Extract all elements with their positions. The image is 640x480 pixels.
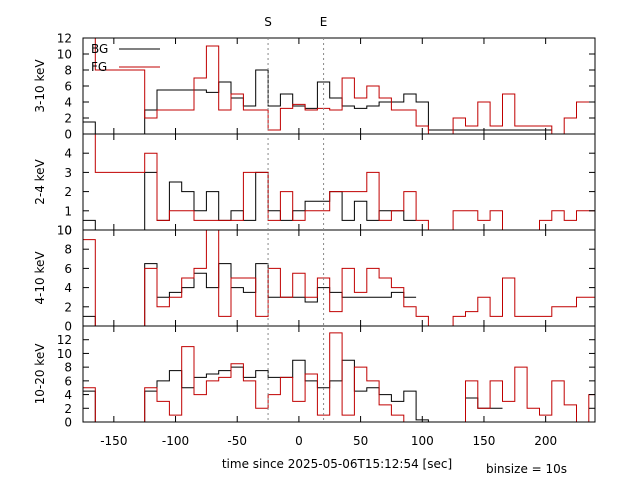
x-tick-label: 200 [534,434,557,448]
y-tick-label: 1 [64,204,72,218]
markers-group: -150 -100 -50 0 50 100 150 200 S E BG FG [91,15,557,448]
y-tick-label: 8 [64,243,72,257]
y-tick-label: 2 [64,300,72,314]
y-tick-label: 0 [64,320,72,334]
x-tick-label: 0 [295,434,303,448]
x-tick-label: -100 [162,434,189,448]
y-axis-label-panel-1: 3-10 keV [33,59,47,113]
y-tick-label: 8 [64,64,72,78]
y-tick-label: 10 [57,48,72,62]
y-tick-label: 12 [57,333,72,347]
x-tick-label: 100 [411,434,434,448]
y-tick-label: 10 [57,224,72,238]
y-tick-label: 0 [64,224,72,238]
y-tick-label: 6 [64,374,72,388]
y-tick-label: 4 [64,388,72,402]
y-tick-label: 0 [64,128,72,142]
y-tick-label: 2 [64,402,72,416]
series-fg-panel-3 [83,230,595,326]
y-tick-label: 6 [64,262,72,276]
y-tick-label: 12 [57,32,72,46]
y-tick-label: 6 [64,80,72,94]
series-fg-panel-2 [83,134,595,230]
marker-label-s: S [264,15,272,29]
marker-label-e: E [320,15,328,29]
y-tick-label: 2 [64,185,72,199]
binsize-label: binsize = 10s [486,462,567,476]
x-axis-label: time since 2025-05-06T15:12:54 [sec] [222,457,452,471]
y-tick-label: 10 [57,347,72,361]
y-tick-label: 4 [64,281,72,295]
y-tick-label: 4 [64,147,72,161]
y-tick-label: 4 [64,96,72,110]
y-tick-label: 0 [64,416,72,430]
x-tick-label: -150 [100,434,127,448]
y-axis-label-panel-3: 4-10 keV [33,251,47,305]
y-axis-label-panel-2: 2-4 keV [33,158,47,204]
x-tick-label: -50 [227,434,247,448]
y-axis-label-panel-4: 10-20 keV [33,343,47,405]
series-bg-panel-1 [83,69,552,134]
panel-frame [82,325,596,423]
series-fg-panel-1 [83,38,595,134]
x-tick-label: 150 [473,434,496,448]
y-tick-label: 2 [64,112,72,126]
y-tick-label: 8 [64,361,72,375]
x-tick-label: 50 [353,434,368,448]
legend-label-bg: BG [91,42,108,56]
y-tick-label: 3 [64,166,72,180]
legend-label-fg: FG [91,60,107,74]
series-fg-panel-4 [83,332,595,422]
